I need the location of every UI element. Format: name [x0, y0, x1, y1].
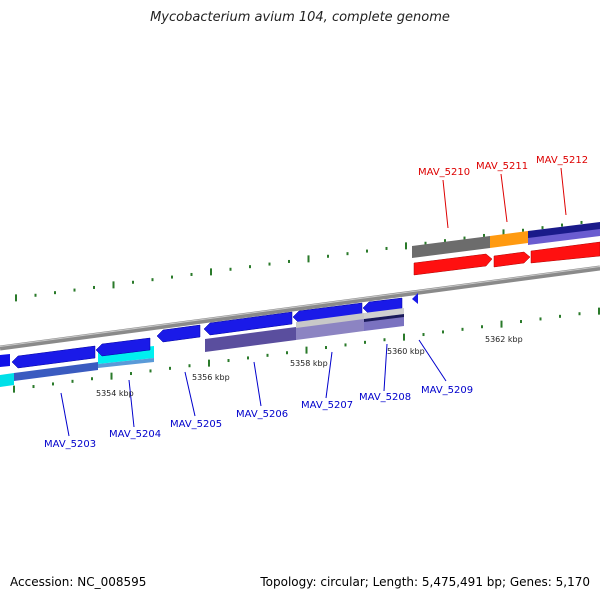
scale-label: 5362 kbp — [485, 335, 523, 344]
gene-label-mav-5207[interactable]: MAV_5207 — [301, 400, 353, 411]
gene-label-mav-5206[interactable]: MAV_5206 — [236, 409, 288, 420]
gene-label-mav-5204[interactable]: MAV_5204 — [109, 429, 161, 440]
gene-label-mav-5210[interactable]: MAV_5210 — [418, 167, 470, 178]
gene-label-mav-5208[interactable]: MAV_5208 — [359, 392, 411, 403]
gene-feature[interactable] — [528, 229, 600, 245]
gene-feature[interactable] — [98, 358, 154, 368]
tick-track-lower — [13, 307, 600, 393]
scale-labels: 5354 kbp 5356 kbp 5358 kbp 5360 kbp 5362… — [96, 335, 523, 398]
bottom-label-leaders — [60, 339, 447, 437]
genome-backbone — [0, 265, 600, 351]
gene-feature[interactable] — [296, 318, 364, 340]
bottom-gene-labels: MAV_5203 MAV_5204 MAV_5205 MAV_5206 MAV_… — [44, 385, 473, 450]
gene-label-mav-5209[interactable]: MAV_5209 — [421, 385, 473, 396]
gene-feature[interactable] — [412, 293, 418, 304]
scale-label: 5358 kbp — [290, 359, 328, 368]
gene-feature[interactable] — [530, 241, 600, 264]
scale-label: 5356 kbp — [192, 373, 230, 382]
tick-track-upper — [15, 220, 583, 302]
top-gene-labels: MAV_5210 MAV_5211 MAV_5212 — [418, 155, 588, 178]
gene-feature[interactable] — [412, 236, 490, 258]
gene-feature[interactable] — [11, 345, 96, 369]
gene-features-right — [412, 222, 600, 276]
genome-backbone-highlight — [0, 266, 600, 347]
gene-feature[interactable] — [205, 327, 296, 352]
gene-label-mav-5203[interactable]: MAV_5203 — [44, 439, 96, 450]
gene-feature[interactable] — [0, 373, 14, 387]
gene-feature[interactable] — [296, 313, 364, 328]
top-label-leaders — [442, 167, 567, 229]
gene-feature[interactable] — [0, 354, 10, 367]
gene-feature[interactable] — [203, 311, 293, 336]
gene-feature[interactable] — [413, 253, 493, 276]
gene-label-mav-5212[interactable]: MAV_5212 — [536, 155, 588, 166]
gene-feature[interactable] — [95, 337, 151, 357]
gene-feature[interactable] — [156, 324, 201, 343]
gene-label-mav-5211[interactable]: MAV_5211 — [476, 161, 528, 172]
gene-features-left — [0, 293, 418, 387]
gene-label-mav-5205[interactable]: MAV_5205 — [170, 419, 222, 430]
scale-label: 5354 kbp — [96, 389, 134, 398]
map-title: Mycobacterium avium 104, complete genome — [150, 10, 450, 25]
gene-feature[interactable] — [364, 308, 404, 319]
scale-label: 5360 kbp — [387, 347, 425, 356]
gene-feature[interactable] — [14, 362, 98, 381]
gene-feature[interactable] — [364, 317, 404, 331]
genome-summary: Topology: circular; Length: 5,475,491 bp… — [260, 575, 590, 589]
gene-feature[interactable] — [490, 231, 528, 248]
gene-feature[interactable] — [493, 251, 531, 268]
accession-label: Accession: NC_008595 — [10, 575, 147, 589]
